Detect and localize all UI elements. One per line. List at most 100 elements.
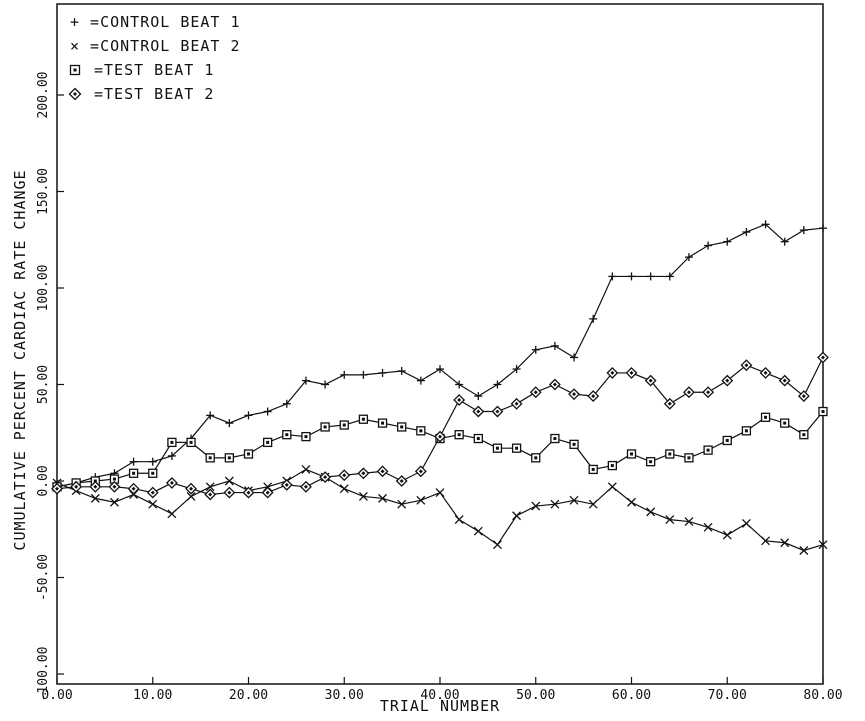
data-point-diamond: [740, 359, 753, 372]
data-point-square: [550, 433, 560, 444]
data-point-diamond: [721, 374, 734, 387]
data-point-x: [588, 499, 598, 509]
data-point-plus: [474, 392, 483, 401]
data-point-plus: [704, 241, 713, 250]
data-point-diamond: [185, 482, 197, 495]
data-point-diamond: [395, 475, 408, 487]
data-point-diamond: [434, 430, 446, 443]
data-point-plus: [282, 399, 291, 408]
legend-label: =TEST BEAT 2: [94, 85, 214, 103]
y-tick-label: 50.00: [36, 365, 51, 404]
data-point-x: [684, 517, 694, 526]
data-point-square: [69, 64, 81, 76]
data-point-square: [780, 418, 790, 428]
data-point-diamond: [70, 480, 83, 493]
data-point-square: [243, 449, 254, 459]
data-point-plus: [244, 411, 253, 420]
data-point-plus: [627, 272, 636, 281]
data-point-x: [646, 507, 656, 517]
data-point-square: [205, 453, 215, 463]
data-point-x: [799, 546, 809, 555]
x-tick-label: 10.00: [133, 688, 172, 703]
legend-item: =TEST BEAT 2: [68, 85, 214, 103]
data-point-plus: [301, 376, 310, 385]
x-axis-title: TRIAL NUMBER: [380, 697, 500, 715]
data-point-square: [186, 437, 196, 448]
data-point-diamond: [108, 480, 121, 493]
legend-label: =TEST BEAT 1: [94, 61, 214, 79]
y-axis: -100.00 -50.00 0.00 50.00 100.00 150.00 200.00: [36, 72, 64, 702]
data-point-plus: [550, 341, 559, 350]
x-tick-label: 20.00: [229, 688, 268, 703]
data-point-square: [646, 457, 656, 467]
data-point-plus: [397, 366, 406, 375]
data-point-plus: [129, 457, 138, 466]
data-point-diamond: [778, 374, 791, 387]
x-tick-label: 70.00: [708, 688, 747, 703]
data-point-x: [473, 526, 483, 536]
data-point-diamond: [376, 465, 389, 478]
data-point-square: [741, 426, 752, 436]
data-point-square: [531, 453, 541, 463]
data-point-diamond: [625, 367, 638, 379]
data-point-plus: [340, 370, 349, 379]
data-point-plus: [819, 224, 827, 233]
data-point-x: [512, 511, 522, 521]
data-point-diamond: [491, 405, 504, 418]
data-point-diamond: [587, 390, 600, 402]
data-point-plus: [589, 314, 598, 323]
data-point-diamond: [300, 480, 312, 493]
data-point-square: [320, 422, 330, 432]
series-control-beat-2: [52, 464, 828, 555]
data-point-square: [569, 439, 579, 449]
data-point-square: [397, 422, 407, 432]
data-point-diamond: [127, 482, 140, 495]
data-point-plus: [493, 380, 502, 389]
data-point-plus: [225, 419, 234, 428]
y-tick-label: -50.00: [36, 554, 51, 601]
data-point-plus: [436, 365, 444, 374]
y-tick-label: 200.00: [36, 72, 51, 119]
data-point-diamond: [606, 367, 619, 379]
data-point-diamond: [165, 477, 178, 489]
legend-item: + =CONTROL BEAT 1: [70, 13, 240, 31]
y-tick-label: -100.00: [36, 647, 51, 702]
data-point-square: [358, 414, 369, 424]
series-test-beat-1: [52, 406, 828, 492]
y-axis-title: CUMULATIVE PERCENT CARDIAC RATE CHANGE: [11, 169, 29, 550]
data-point-x: [492, 540, 502, 550]
data-point-x: [435, 488, 445, 498]
data-point-square: [282, 430, 292, 440]
data-point-x: [301, 464, 311, 474]
x-tick-label: 80.00: [803, 688, 842, 703]
data-point-plus: [684, 253, 693, 262]
x-axis: 0.00 10.00 20.00 30.00 40.00 50.00 60.00 70.00 8…: [41, 677, 843, 703]
data-point-plus: [512, 365, 521, 374]
data-point-plus: [665, 272, 674, 281]
data-point-diamond: [223, 486, 236, 499]
data-point-square: [703, 445, 713, 455]
data-point-square: [339, 420, 349, 430]
data-point-diamond: [472, 405, 485, 418]
data-point-x: [186, 491, 196, 501]
data-point-plus: [723, 237, 732, 246]
data-point-diamond: [319, 471, 332, 484]
data-point-plus: [646, 272, 655, 281]
data-point-x: [607, 482, 617, 492]
data-point-x: [167, 509, 177, 519]
data-point-square: [224, 453, 235, 463]
data-point-plus: [263, 407, 272, 416]
x-tick-label: 60.00: [612, 688, 651, 703]
data-point-x: [550, 499, 560, 509]
x-tick-label: 0.00: [41, 688, 72, 703]
data-point-diamond: [242, 486, 255, 499]
data-point-diamond: [759, 367, 772, 379]
data-point-x: [224, 476, 234, 486]
data-point-diamond: [338, 469, 351, 482]
data-point-square: [511, 443, 522, 453]
data-point-x: [569, 495, 579, 505]
data-point-square: [262, 437, 273, 448]
data-point-diamond: [414, 465, 427, 478]
